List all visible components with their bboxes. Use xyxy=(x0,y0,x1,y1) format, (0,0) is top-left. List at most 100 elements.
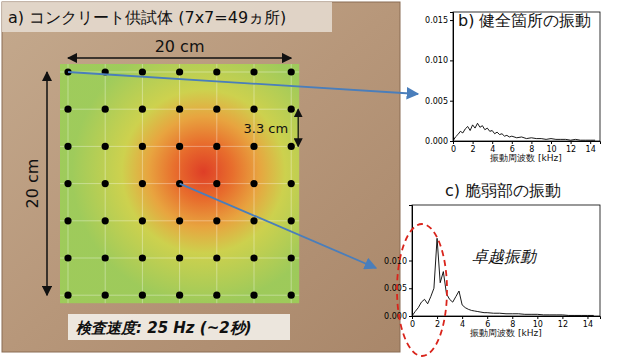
x-tick: 0 xyxy=(410,316,415,329)
specimen-title: a) コンクリート供試体 (7x7=49ヵ所) xyxy=(8,8,286,27)
measurement-point xyxy=(213,254,220,261)
measurement-point xyxy=(176,68,183,75)
x-tick: 0 xyxy=(451,141,456,154)
measurement-point xyxy=(102,292,109,299)
x-tick-mark xyxy=(462,316,463,319)
y-tick-label: 0.010 xyxy=(384,257,407,266)
specimen-panel: a) コンクリート供試体 (7x7=49ヵ所)20 cm20 cm3.3 cm検… xyxy=(2,2,400,352)
measurement-point xyxy=(139,217,146,224)
x-tick-label: 12 xyxy=(558,320,568,329)
x-tick-mark xyxy=(437,316,438,319)
measurement-point xyxy=(213,180,220,187)
measurement-point xyxy=(64,292,71,299)
y-tick-mark xyxy=(450,60,453,61)
spectrum-chart: 024681012140.0000.0050.010振動周波数 [kHz] xyxy=(384,205,600,338)
x-tick-mark xyxy=(512,316,513,319)
spectrum-line xyxy=(412,238,594,316)
measurement-point xyxy=(139,254,146,261)
x-tick-mark xyxy=(487,316,488,319)
x-tick: 4 xyxy=(460,316,465,329)
y-tick-mark xyxy=(450,101,453,102)
measurement-point xyxy=(213,143,220,150)
measurement-point xyxy=(139,143,146,150)
measurement-point xyxy=(250,180,257,187)
title-background xyxy=(2,2,332,32)
specimen-photo xyxy=(2,2,400,352)
y-axis: 0.0000.0050.010 xyxy=(384,206,412,322)
speed-background xyxy=(68,314,290,340)
spectrum-line xyxy=(453,123,595,141)
x-axis-title: 振動周波数 [kHz] xyxy=(490,153,562,163)
y-tick: 0.000 xyxy=(384,312,412,321)
x-tick: 14 xyxy=(586,141,596,154)
y-tick: 0.015 xyxy=(425,16,453,25)
x-tick-label: 0 xyxy=(451,145,456,154)
measurement-point xyxy=(176,143,183,150)
measurement-point xyxy=(213,217,220,224)
measurement-point xyxy=(250,254,257,261)
y-axis: 0.000 0.005 0.010 0.015 xyxy=(425,13,453,147)
x-tick: 12 xyxy=(566,141,576,154)
panel-title: b) 健全箇所の振動 xyxy=(458,11,591,30)
x-axis: 02468101214 xyxy=(410,316,601,329)
x-axis-line xyxy=(413,317,601,320)
y-tick: 0.000 xyxy=(425,137,453,146)
y-axis-line xyxy=(409,206,413,317)
spacing-label: 3.3 cm xyxy=(244,121,289,136)
measurement-point xyxy=(288,143,295,150)
measurement-point xyxy=(288,254,295,261)
y-axis-line xyxy=(450,13,454,142)
measurement-point xyxy=(64,254,71,261)
spacing-arrow xyxy=(298,109,299,146)
x-tick-mark xyxy=(587,316,588,319)
x-axis-title: 振動周波数 [kHz] xyxy=(470,328,542,338)
x-tick: 14 xyxy=(583,316,593,329)
x-tick: 2 xyxy=(471,141,476,154)
x-tick: 8 xyxy=(529,141,534,154)
measurement-point xyxy=(213,106,220,113)
width-arrow xyxy=(68,57,291,59)
x-tick: 12 xyxy=(558,316,568,329)
x-tick: 6 xyxy=(510,141,515,154)
x-tick-mark xyxy=(492,141,493,144)
x-tick: 4 xyxy=(490,141,495,154)
panel-title: c) 脆弱部の振動 xyxy=(445,181,561,200)
measurement-point xyxy=(64,180,71,187)
measurement-point xyxy=(102,106,109,113)
y-tick-mark xyxy=(450,20,453,21)
x-tick-mark xyxy=(562,316,563,319)
x-tick: 10 xyxy=(546,141,556,154)
measurement-point xyxy=(139,292,146,299)
x-tick: 10 xyxy=(533,316,543,329)
highlight-ellipse xyxy=(397,224,447,356)
annotation: 卓越振動 xyxy=(472,247,538,266)
measurement-point xyxy=(288,68,295,75)
x-tick-label: 4 xyxy=(460,320,465,329)
y-tick: 0.010 xyxy=(425,56,453,65)
speed-label: 検査速度: 25 Hz (~2秒) xyxy=(75,319,252,337)
measurement-point xyxy=(64,106,71,113)
y-tick-label: 0.000 xyxy=(425,137,448,146)
measurement-point xyxy=(102,217,109,224)
height-label: 20 cm xyxy=(23,159,42,209)
y-tick-mark xyxy=(409,261,412,262)
measurement-point xyxy=(288,217,295,224)
x-tick-mark xyxy=(571,141,572,144)
x-tick-mark xyxy=(512,141,513,144)
measurement-point xyxy=(102,180,109,187)
plot-frame xyxy=(453,12,600,141)
x-tick-mark xyxy=(537,316,538,319)
x-tick: 6 xyxy=(485,316,490,329)
y-tick: 0.005 xyxy=(425,97,453,106)
measurement-point xyxy=(250,217,257,224)
x-tick-label: 12 xyxy=(566,145,576,154)
x-tick-label: 2 xyxy=(471,145,476,154)
data-area xyxy=(412,238,594,316)
measurement-point xyxy=(102,143,109,150)
y-tick-mark xyxy=(409,288,412,289)
measurement-point xyxy=(176,217,183,224)
y-tick: 0.010 xyxy=(384,257,412,266)
x-tick-mark xyxy=(473,141,474,144)
x-tick-mark xyxy=(590,141,591,144)
spectrum-chart: 0 2 4 6 8 10 12 14 0.000 0.005 0.010 0.015 振動周波数 [kH… xyxy=(425,12,600,163)
